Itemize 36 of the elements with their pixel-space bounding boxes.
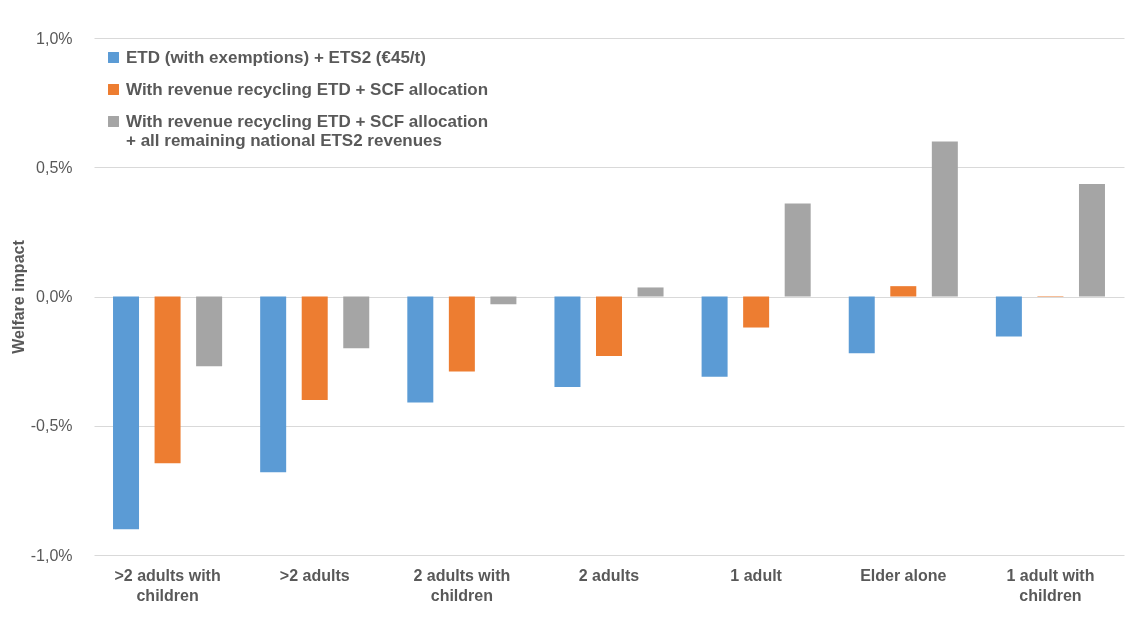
bar — [637, 287, 664, 297]
x-tick-label: 2 adults with children — [413, 566, 511, 604]
bar — [343, 296, 370, 349]
bar — [995, 296, 1022, 337]
y-tick-label: 1,0% — [36, 29, 73, 47]
x-tick-label: >2 adults with children — [114, 566, 221, 604]
bar — [931, 141, 958, 297]
bar — [701, 296, 728, 377]
x-tick-label: >2 adults — [279, 566, 350, 584]
bar — [1078, 184, 1105, 297]
bar — [260, 296, 287, 473]
x-tick-label: 1 adult with children — [1006, 566, 1095, 604]
y-tick-label: -1,0% — [30, 546, 73, 564]
bar — [154, 296, 181, 464]
bar — [490, 296, 517, 305]
y-tick-label: 0,0% — [36, 288, 73, 305]
bar — [596, 296, 622, 356]
bar — [113, 296, 140, 530]
bar — [890, 286, 917, 297]
x-tick-label: Elder alone — [860, 566, 947, 584]
bar — [196, 296, 223, 367]
y-tick-label: 0,5% — [36, 158, 73, 176]
bar — [301, 296, 328, 400]
bar — [554, 296, 581, 387]
y-axis-title: Welfare impact — [9, 239, 27, 354]
bar — [407, 296, 434, 403]
bar — [743, 296, 770, 328]
x-tick-label: 2 adults — [578, 566, 640, 584]
bar — [848, 296, 875, 354]
x-tick-label: 1 adult — [730, 566, 783, 584]
legend-label: ETD (with exemptions) + ETS2 (€45/t) — [126, 47, 426, 67]
legend-label: With revenue recycling ETD + SCF allocation — [126, 79, 489, 99]
bar — [448, 296, 475, 372]
y-tick-label: -0,5% — [30, 417, 73, 435]
legend-label: With revenue recycling ETD + SCF allocation + all remaining national ETS2 revenues — [126, 111, 489, 150]
bar — [784, 203, 811, 297]
